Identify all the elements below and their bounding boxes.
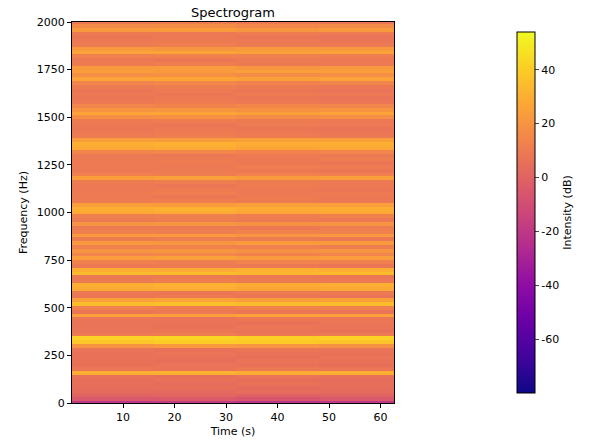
svg-text:30: 30 (219, 411, 233, 424)
svg-text:250: 250 (44, 349, 65, 362)
svg-text:-20: -20 (541, 225, 559, 238)
svg-text:500: 500 (44, 302, 65, 315)
svg-text:Intensity (dB): Intensity (dB) (561, 175, 574, 250)
svg-text:-40: -40 (541, 279, 559, 292)
svg-text:1250: 1250 (37, 159, 65, 172)
svg-text:Spectrogram: Spectrogram (191, 5, 275, 20)
svg-text:50: 50 (322, 411, 336, 424)
svg-text:2000: 2000 (37, 16, 65, 29)
svg-text:1750: 1750 (37, 63, 65, 76)
svg-text:0: 0 (58, 397, 65, 410)
svg-text:40: 40 (271, 411, 285, 424)
svg-text:1500: 1500 (37, 111, 65, 124)
svg-text:20: 20 (168, 411, 182, 424)
svg-text:10: 10 (116, 411, 130, 424)
svg-text:1000: 1000 (37, 206, 65, 219)
svg-text:40: 40 (541, 64, 555, 77)
svg-text:Time (s): Time (s) (210, 425, 256, 438)
svg-text:0: 0 (541, 171, 548, 184)
svg-text:-60: -60 (541, 333, 559, 346)
svg-text:Frequency (Hz): Frequency (Hz) (17, 171, 30, 254)
svg-text:60: 60 (374, 411, 388, 424)
svg-text:20: 20 (541, 117, 555, 130)
svg-text:750: 750 (44, 254, 65, 267)
